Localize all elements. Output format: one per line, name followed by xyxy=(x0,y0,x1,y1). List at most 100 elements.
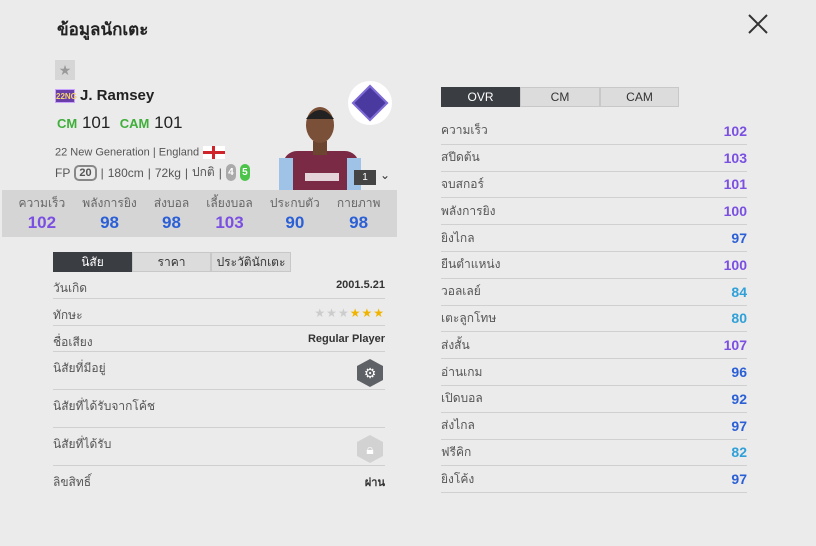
attribute-label: จบสกอร์ xyxy=(441,176,484,191)
player-name: J. Ramsey xyxy=(80,87,155,104)
info-tabs: นิสัย ราคา ประวัตินักเตะ xyxy=(53,252,291,272)
skill-stars: ★★★★★★ xyxy=(314,306,385,320)
player-physical: FP 20 | 180cm | 72kg | ปกติ | 4 5 xyxy=(55,163,250,182)
attribute-value: 101 xyxy=(723,176,747,193)
attribute-value: 82 xyxy=(731,444,747,461)
stat-label: เลี้ยงบอล xyxy=(206,196,253,210)
stat-label: กายภาพ xyxy=(336,196,381,210)
attribute-label: อ่านเกม xyxy=(441,364,483,379)
season-name: 22 New Generation xyxy=(55,146,150,159)
attribute-value: 80 xyxy=(731,310,747,327)
enhancement-level: 1 xyxy=(354,170,376,185)
summary-stat: กายภาพ 98 xyxy=(337,190,381,237)
attribute-row: ยิงโค้ง 97 xyxy=(441,466,747,494)
attribute-label: เปิดบอล xyxy=(441,391,483,406)
attribute-row: ความเร็ว 102 xyxy=(441,118,747,145)
attribute-label: ความเร็ว xyxy=(441,123,488,138)
attribute-value: 84 xyxy=(731,283,747,300)
attribute-value: 92 xyxy=(731,390,747,407)
player-image xyxy=(279,107,361,190)
summary-stat: เลี้ยงบอล 103 xyxy=(206,190,253,237)
stat-value: 102 xyxy=(27,213,57,232)
fp-value: 20 xyxy=(74,164,97,181)
body-type: ปกติ xyxy=(192,165,215,179)
attribute-value: 102 xyxy=(723,122,747,139)
attribute-value: 100 xyxy=(723,256,747,273)
row-value: ผ่าน xyxy=(364,477,385,489)
stat-label: ประกบตัว xyxy=(269,196,320,210)
stat-value: 98 xyxy=(100,213,119,232)
attribute-value: 103 xyxy=(723,149,747,166)
england-flag-icon xyxy=(203,146,226,159)
position-ovr: 101 xyxy=(81,113,111,132)
attribute-value: 107 xyxy=(723,337,747,354)
stat-value: 90 xyxy=(285,213,305,232)
stat-value: 103 xyxy=(215,213,244,232)
position-ratings: CM 101 CAM 101 xyxy=(57,113,183,133)
attribute-label: ยิงไกล xyxy=(441,230,475,245)
row-label: ลิขสิทธิ์ xyxy=(53,475,92,489)
chevron-down-icon[interactable]: ⌄ xyxy=(380,168,391,182)
tab-cm[interactable]: CM xyxy=(520,87,600,107)
attribute-row: พลังการยิง 100 xyxy=(441,198,747,226)
summary-stat: พลังการยิง 98 xyxy=(82,190,136,237)
position-label: CAM xyxy=(119,116,150,131)
row-label: ทักษะ xyxy=(53,308,83,322)
summary-stat: ส่งบอล 98 xyxy=(154,190,189,237)
attribute-label: ส่งสั้น xyxy=(441,337,470,352)
info-row-traits: นิสัยที่มีอยู่ ⚙ xyxy=(53,352,385,390)
summary-stats: ความเร็ว 102 พลังการยิง 98 ส่งบอล 98 เลี้ยงบอล… xyxy=(2,190,397,237)
attribute-value: 96 xyxy=(731,364,747,381)
attribute-row: ยิงไกล 97 xyxy=(441,225,747,252)
tab-traits[interactable]: นิสัย xyxy=(53,252,132,272)
attribute-value: 100 xyxy=(723,203,747,220)
weak-foot: 4 xyxy=(225,164,236,181)
attribute-label: ฟรีคิก xyxy=(441,444,472,459)
player-season-nation: 22 New Generation | England xyxy=(55,146,226,159)
attribute-row: อ่านเกม 96 xyxy=(441,359,747,386)
attribute-row: สปีดต้น 103 xyxy=(441,145,747,172)
position-tabs: OVR CM CAM xyxy=(441,87,679,107)
row-value: Regular Player xyxy=(307,333,385,345)
favorite-star-button[interactable]: ★ xyxy=(55,60,75,80)
attribute-label: เตะลูกโทษ xyxy=(441,310,497,325)
position-label: CM xyxy=(57,116,78,131)
height: 180cm xyxy=(107,165,144,180)
attribute-row: ส่งสั้น 107 xyxy=(441,332,747,360)
weight: 72kg xyxy=(154,165,181,180)
attribute-label: พลังการยิง xyxy=(441,203,496,218)
info-row-license: ลิขสิทธิ์ ผ่าน xyxy=(53,466,385,492)
attribute-row: ยืนตำแหน่ง 100 xyxy=(441,252,747,279)
tab-history[interactable]: ประวัตินักเตะ xyxy=(211,252,291,272)
fp-label: FP xyxy=(55,165,71,180)
stat-label: ความเร็ว xyxy=(18,196,66,210)
info-row-coach-traits: นิสัยที่ได้รับจากโค้ช xyxy=(53,390,385,428)
attribute-value: 97 xyxy=(731,230,747,247)
attribute-label: สปีดต้น xyxy=(441,150,480,165)
attribute-value: 97 xyxy=(731,417,747,434)
row-value: 2001.5.21 xyxy=(336,279,385,291)
lock-icon: 🔒︎ xyxy=(357,435,383,463)
attribute-row: จบสกอร์ 101 xyxy=(441,172,747,199)
row-label: ชื่อเสียง xyxy=(53,335,93,349)
tab-ovr[interactable]: OVR xyxy=(441,87,520,107)
stat-value: 98 xyxy=(349,213,369,232)
summary-stat: ประกบตัว 90 xyxy=(270,190,320,237)
club-logo xyxy=(348,81,392,125)
row-label: วันเกิด xyxy=(53,281,88,295)
season-badge: 22NG xyxy=(55,89,77,103)
summary-stat: ความเร็ว 102 xyxy=(19,190,66,237)
page-title: ข้อมูลนักเตะ xyxy=(57,20,149,39)
tab-price[interactable]: ราคา xyxy=(132,252,211,272)
stat-label: ส่งบอล xyxy=(153,196,190,210)
row-label: นิสัยที่มีอยู่ xyxy=(53,361,106,375)
attribute-label: วอลเลย์ xyxy=(441,284,481,299)
trait-icon[interactable]: ⚙ xyxy=(357,359,383,387)
tab-cam[interactable]: CAM xyxy=(600,87,679,107)
attribute-value: 97 xyxy=(731,471,747,488)
info-row-birthday: วันเกิด 2001.5.21 xyxy=(53,272,385,299)
close-icon[interactable] xyxy=(746,12,770,36)
nation: England xyxy=(158,146,200,159)
strong-foot: 5 xyxy=(239,164,250,181)
info-row-skill: ทักษะ ★★★★★★ xyxy=(53,299,385,326)
